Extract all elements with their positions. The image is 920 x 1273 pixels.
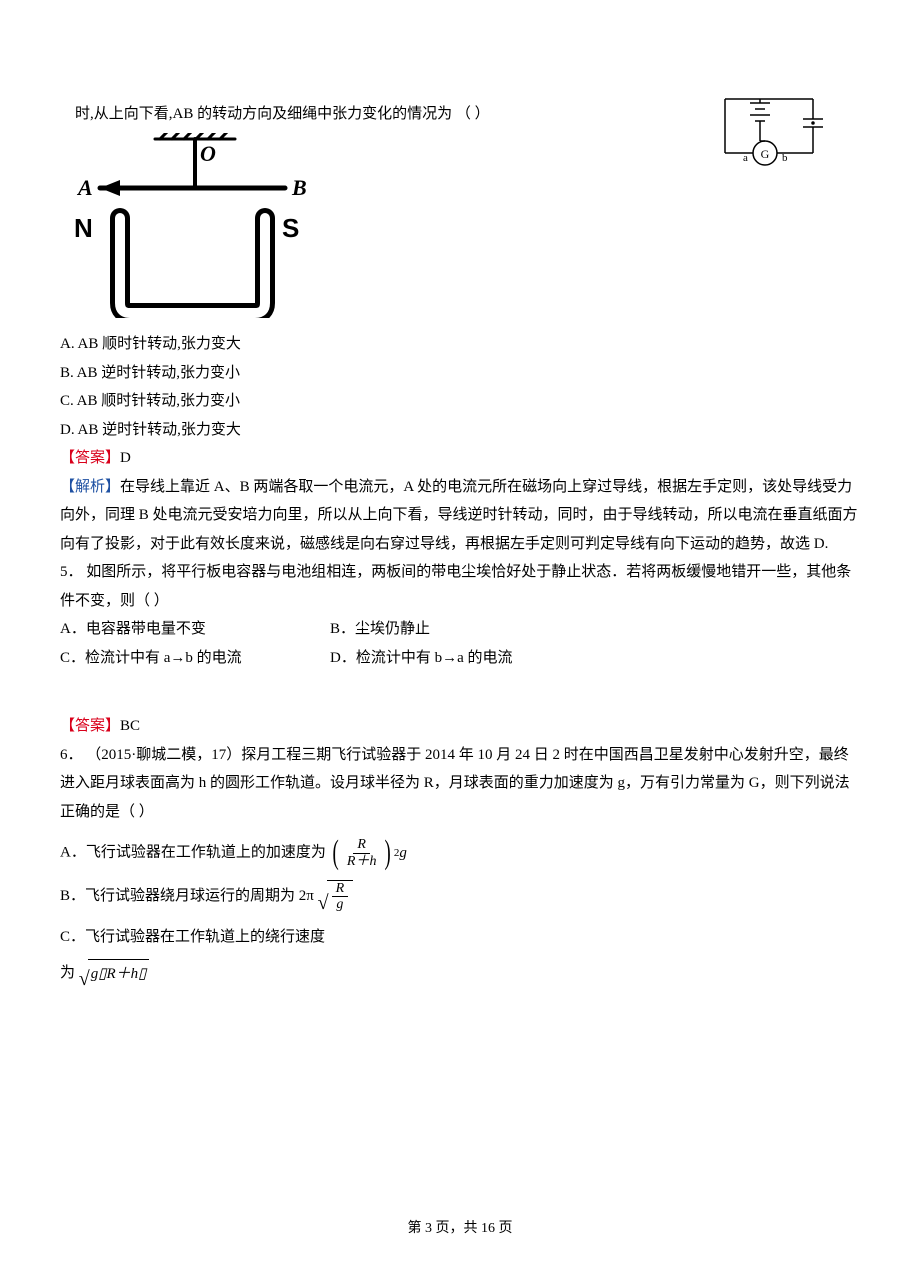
q5-options-row2: C．检流计中有 a→b 的电流 D．检流计中有 b→a 的电流 [60,644,860,673]
analysis-text: 在导线上靠近 A、B 两端各取一个电流元，A 处的电流元所在磁场向上穿过导线，根… [60,479,858,552]
q5-answer: 【答案】BC [60,712,860,741]
q4-option-a: A. AB 顺时针转动,张力变大 [60,330,860,359]
answer-value: D [120,450,131,466]
suffix-g: g [399,839,407,868]
sqrt-body: g▯R＋h▯ [88,959,150,989]
q6-stem: 6． （2015·聊城二模，17）探月工程三期飞行试验器于 2014 年 10 … [60,741,860,827]
q5-options-row1: A．电容器带电量不变 B．尘埃仍静止 [60,615,860,644]
q4-option-d: D. AB 逆时针转动,张力变大 [60,416,860,445]
galvanometer-label: G [761,147,770,161]
q5-option-b: B．尘埃仍静止 [330,615,430,644]
label-O: O [200,141,216,166]
analysis-label: 【解析】 [60,479,120,495]
q6-option-b-prefix: B．飞行试验器绕月球运行的周期为 2π [60,888,314,904]
circuit-diagram: G a b [715,95,825,175]
answer-label: 【答案】 [60,718,120,734]
q4-option-c: C. AB 顺时针转动,张力变小 [60,387,860,416]
terminal-a-label: a [743,152,748,164]
frac-den: g [332,897,347,912]
q6-option-a: A．飞行试验器在工作轨道上的加速度为 ( R R＋h ) 2 g [60,836,860,870]
q5-option-a: A．电容器带电量不变 [60,615,330,644]
magnet-diagram: A B O N S [60,133,320,318]
q6-option-c-prefix: 为 [60,965,75,981]
frac-den: R＋h [343,854,381,869]
q6-option-a-prefix: A．飞行试验器在工作轨道上的加速度为 [60,844,326,860]
q4-answer: 【答案】D [60,444,860,473]
q6-option-c-line1: C．飞行试验器在工作轨道上的绕行速度 [60,923,860,952]
q4-analysis: 【解析】在导线上靠近 A、B 两端各取一个电流元，A 处的电流元所在磁场向上穿过… [60,473,860,559]
answer-label: 【答案】 [60,450,120,466]
label-A: A [76,175,93,200]
frac-num: R [353,837,370,853]
frac-num: R [332,881,349,897]
answer-value: BC [120,718,140,734]
q4-option-b: B. AB 逆时针转动,张力变小 [60,359,860,388]
q6-option-b: B．飞行试验器绕月球运行的周期为 2π √ R g [60,880,860,913]
q5-option-c: C．检流计中有 a→b 的电流 [60,644,330,673]
label-N: N [74,213,93,243]
label-B: B [291,175,307,200]
q5-option-d: D．检流计中有 b→a 的电流 [330,644,513,673]
page-footer: 第 3 页，共 16 页 [0,1216,920,1243]
terminal-b-label: b [782,152,788,164]
q5-stem: 5． 如图所示，将平行板电容器与电池组相连，两板间的带电尘埃恰好处于静止状态．若… [60,558,860,615]
label-S: S [282,213,299,243]
q6-option-c-line2: 为 √ g▯R＋h▯ [60,959,860,989]
